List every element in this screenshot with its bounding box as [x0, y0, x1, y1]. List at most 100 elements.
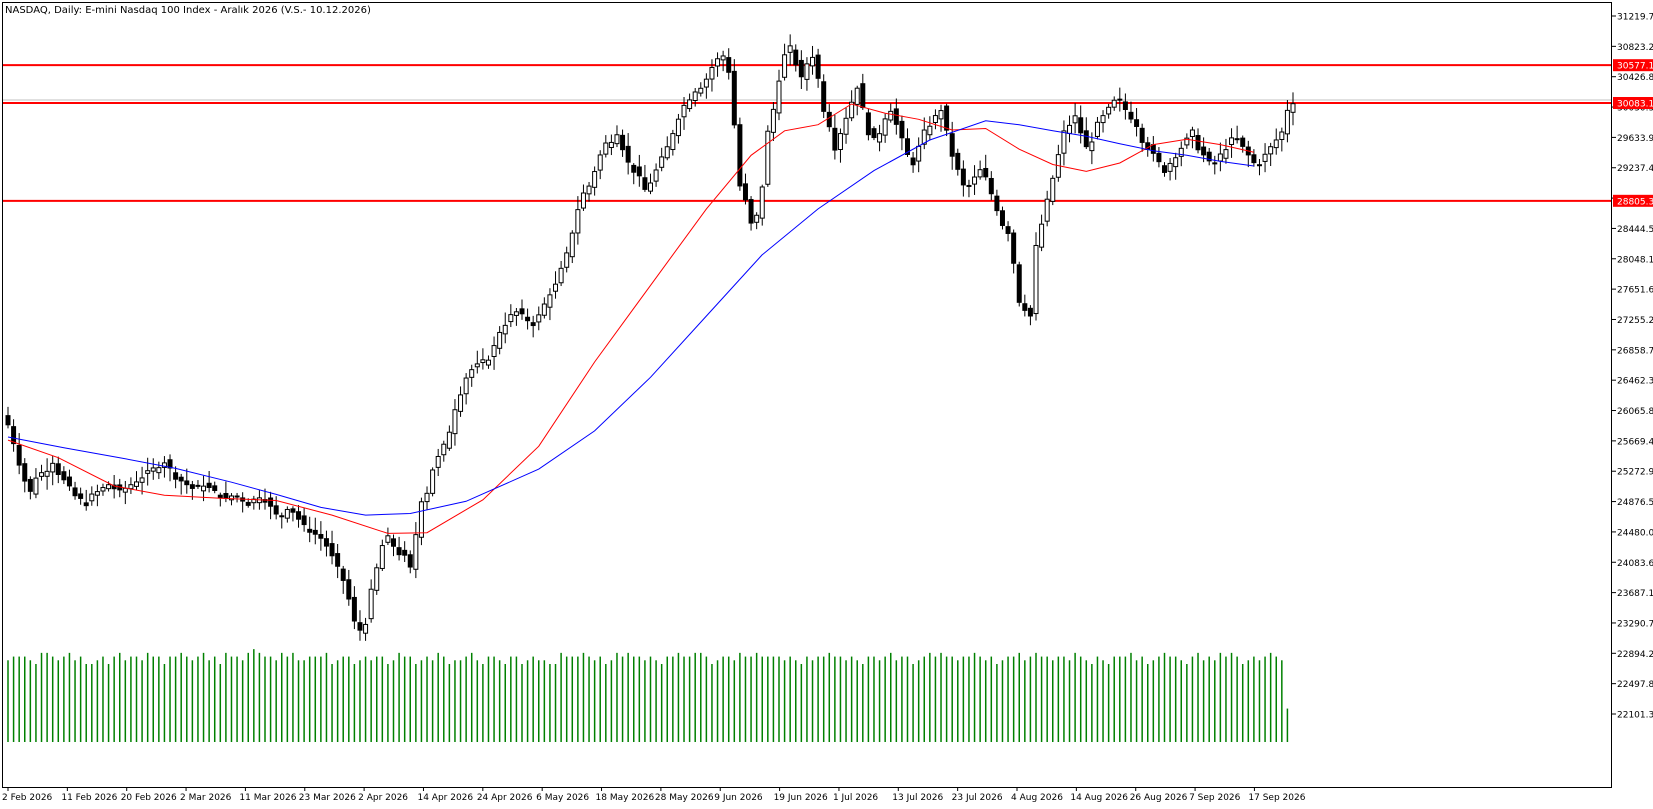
level-tag — [1613, 59, 1653, 72]
candle-body — [435, 455, 441, 468]
candle-body — [301, 515, 307, 526]
candle-body — [547, 294, 553, 308]
candle-body — [849, 101, 855, 119]
candle-body — [832, 127, 838, 151]
candle-body — [877, 133, 883, 143]
candle-body — [899, 120, 905, 139]
candle-body — [748, 199, 754, 224]
candle-body — [268, 497, 274, 507]
candle-body — [1072, 115, 1078, 124]
candle-body — [966, 184, 972, 187]
candle-body — [1189, 129, 1195, 138]
x-tick-label: 11 Mar 2026 — [239, 793, 296, 803]
candle-body — [346, 579, 352, 600]
candle-body — [888, 110, 894, 121]
candle-body — [541, 303, 547, 316]
candle-body — [173, 472, 179, 480]
candle-body — [1016, 264, 1022, 303]
candle-body — [994, 195, 1000, 212]
candle-body — [1061, 130, 1067, 154]
candle-body — [837, 133, 843, 150]
candle-body — [296, 511, 302, 520]
candle-body — [905, 138, 910, 155]
chart-title: NASDAQ, Daily: E-mini Nasdaq 100 Index -… — [5, 5, 371, 16]
candle-body — [223, 493, 229, 499]
candle-body — [938, 110, 944, 120]
candle-body — [921, 129, 927, 145]
candle-body — [1279, 131, 1285, 140]
candle-body — [206, 482, 212, 488]
candle-body — [374, 567, 380, 591]
y-tick-label: 22101.35 — [1617, 711, 1653, 721]
candle-body — [396, 547, 402, 556]
candle-body — [536, 314, 542, 323]
candle-body — [1229, 137, 1235, 145]
candle-body — [530, 322, 536, 327]
moving-averages — [7, 103, 1255, 534]
candle-body — [1139, 127, 1145, 143]
candle-body — [1117, 98, 1123, 101]
candle-body — [1167, 162, 1173, 172]
candle-body — [368, 588, 374, 620]
candle-body — [39, 472, 45, 477]
y-tick-label: 24083.60 — [1617, 559, 1653, 569]
x-tick-label: 4 Aug 2026 — [1011, 793, 1063, 803]
candle-body — [1240, 137, 1246, 147]
x-tick-label: 6 May 2026 — [536, 793, 589, 803]
candle-body — [351, 596, 357, 622]
candle-body — [793, 49, 799, 66]
candle-body — [61, 471, 67, 481]
candle-body — [955, 152, 961, 170]
candle-body — [670, 133, 676, 151]
candle-body — [664, 146, 670, 159]
candle-body — [407, 554, 413, 568]
candle-body — [932, 115, 938, 123]
y-tick-label: 25669.40 — [1617, 437, 1653, 447]
candle-body — [625, 145, 631, 163]
candle-body — [458, 394, 464, 412]
candle-body — [620, 134, 626, 151]
candle-body — [290, 508, 296, 513]
candle-body — [357, 622, 363, 631]
candle-body — [1212, 162, 1218, 165]
candle-body — [323, 538, 329, 547]
x-tick-label: 20 Feb 2026 — [121, 793, 177, 803]
y-tick-label: 29633.90 — [1617, 134, 1653, 144]
x-tick-label: 2 Apr 2026 — [358, 793, 408, 803]
candle-body — [452, 409, 458, 435]
candle-body — [122, 487, 128, 493]
candle-body — [379, 545, 385, 569]
candle-body — [94, 491, 100, 496]
candle-body — [586, 185, 592, 195]
candle-body — [804, 63, 810, 80]
candle-body — [1178, 147, 1184, 157]
candle-body — [273, 505, 279, 515]
candle-body — [424, 492, 430, 503]
candle-body — [1256, 164, 1262, 167]
moving-average-fast-line — [7, 103, 1255, 534]
candle-body — [1022, 303, 1028, 311]
candle-body — [726, 57, 732, 73]
candle-body — [284, 508, 290, 519]
candle-body — [418, 501, 424, 538]
candle-body — [441, 443, 447, 456]
candle-body — [592, 171, 598, 188]
x-tick-label: 11 Feb 2026 — [61, 793, 117, 803]
candle-body — [385, 535, 391, 543]
candle-body — [631, 164, 637, 173]
candle-body — [681, 104, 687, 118]
candle-body — [787, 45, 793, 53]
candle-body — [949, 133, 955, 157]
level-price-tags: 30577.16 30083.18 28805.36 — [1613, 59, 1653, 207]
candle-body — [1083, 130, 1089, 148]
candle-body — [1039, 223, 1045, 248]
candle-body — [446, 431, 452, 449]
y-tick-label: 22894.25 — [1617, 650, 1653, 660]
level-tag-label: 28805.36 — [1617, 197, 1653, 207]
candle-body — [742, 183, 748, 201]
candle-body — [860, 83, 866, 109]
candle-body — [893, 108, 899, 125]
candle-body — [977, 169, 983, 178]
candle-body — [340, 568, 346, 581]
candle-body — [1184, 137, 1190, 146]
